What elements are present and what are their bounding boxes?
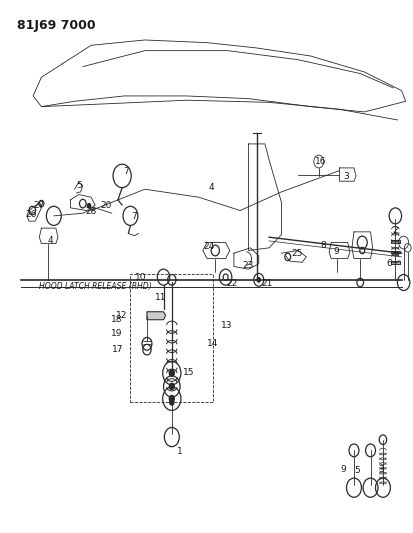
Text: 16: 16 xyxy=(314,157,326,166)
Polygon shape xyxy=(390,261,399,264)
Text: 5: 5 xyxy=(353,466,359,474)
Polygon shape xyxy=(390,240,399,243)
Text: 2: 2 xyxy=(392,226,397,235)
Text: 28: 28 xyxy=(85,207,97,215)
Text: 17: 17 xyxy=(112,345,123,353)
Circle shape xyxy=(169,395,174,402)
Text: 18: 18 xyxy=(111,316,122,324)
Circle shape xyxy=(87,204,90,208)
Text: 24: 24 xyxy=(203,242,214,251)
Text: 7: 7 xyxy=(123,167,129,176)
Text: 22: 22 xyxy=(225,279,237,288)
Text: 4: 4 xyxy=(47,237,53,245)
Text: 11: 11 xyxy=(154,293,166,302)
Text: 81J69 7000: 81J69 7000 xyxy=(17,19,95,31)
Text: 13: 13 xyxy=(221,321,232,329)
Text: 19: 19 xyxy=(111,329,122,338)
Text: 7: 7 xyxy=(131,212,137,221)
Text: 25: 25 xyxy=(291,249,302,258)
Polygon shape xyxy=(390,251,399,253)
Circle shape xyxy=(256,278,260,282)
Text: 3: 3 xyxy=(377,465,383,473)
Text: 14: 14 xyxy=(206,340,218,348)
Text: 4: 4 xyxy=(208,183,214,192)
Text: 8: 8 xyxy=(319,241,325,249)
Polygon shape xyxy=(147,312,165,320)
Text: 9: 9 xyxy=(339,465,345,473)
Text: 26: 26 xyxy=(25,210,37,219)
Text: 9: 9 xyxy=(332,247,338,255)
Text: 5: 5 xyxy=(76,181,81,190)
Text: 3: 3 xyxy=(342,173,348,181)
Text: 6: 6 xyxy=(385,259,391,268)
Circle shape xyxy=(169,400,173,405)
Text: 15: 15 xyxy=(182,368,194,376)
Text: 20: 20 xyxy=(100,201,112,210)
Text: 1: 1 xyxy=(177,448,183,456)
Circle shape xyxy=(169,383,174,390)
Bar xyxy=(130,274,213,402)
Text: HOOD LATCH RELEASE (RHD): HOOD LATCH RELEASE (RHD) xyxy=(39,282,152,292)
Text: 21: 21 xyxy=(261,279,272,288)
Text: 27: 27 xyxy=(33,201,45,210)
Text: 12: 12 xyxy=(116,311,128,320)
Circle shape xyxy=(169,370,174,376)
Text: 10: 10 xyxy=(135,273,146,281)
Text: 23: 23 xyxy=(241,261,253,270)
